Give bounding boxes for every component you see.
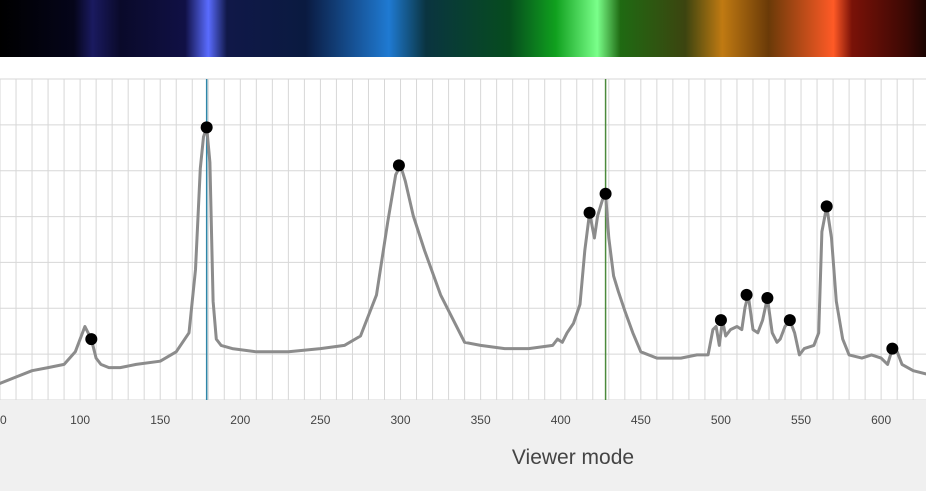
x-tick-label: 200 (230, 413, 250, 427)
x-tick-label: 250 (310, 413, 330, 427)
peak-marker (714, 314, 727, 327)
separator-strip (0, 57, 926, 79)
peak-marker (740, 288, 753, 301)
x-tick-label: 550 (791, 413, 811, 427)
x-tick-label: 400 (551, 413, 571, 427)
x-tick-label: 600 (871, 413, 891, 427)
peak-marker (820, 200, 833, 213)
peak-marker (886, 342, 899, 355)
spectrum-curve-group (0, 125, 926, 385)
peak-marker (599, 187, 612, 200)
x-tick-label: 450 (631, 413, 651, 427)
peak-marker (761, 292, 774, 305)
peak-marker (583, 206, 596, 219)
chart-grid (0, 78, 926, 401)
spectrum-chart: 50 100 150 200 250 300 350 400 450 500 550 600 (0, 57, 926, 491)
peak-marker (783, 314, 796, 327)
x-tick-label: 300 (391, 413, 411, 427)
spectrum-curve (0, 125, 926, 385)
peak-markers (85, 121, 899, 355)
footer-band (0, 400, 926, 491)
peak-marker (392, 159, 405, 172)
x-tick-label: 100 (70, 413, 90, 427)
peak-marker (85, 333, 98, 346)
viewer-mode-label[interactable]: Viewer mode (511, 446, 635, 469)
x-tick-label: 150 (150, 413, 170, 427)
peak-marker (200, 121, 213, 134)
x-tick-label: 500 (711, 413, 731, 427)
x-tick-label: 50 (0, 413, 7, 427)
spectrum-color-band (0, 0, 926, 57)
x-axis-tick-labels: 50 100 150 200 250 300 350 400 450 500 550 600 (0, 413, 891, 427)
x-tick-label: 350 (471, 413, 491, 427)
